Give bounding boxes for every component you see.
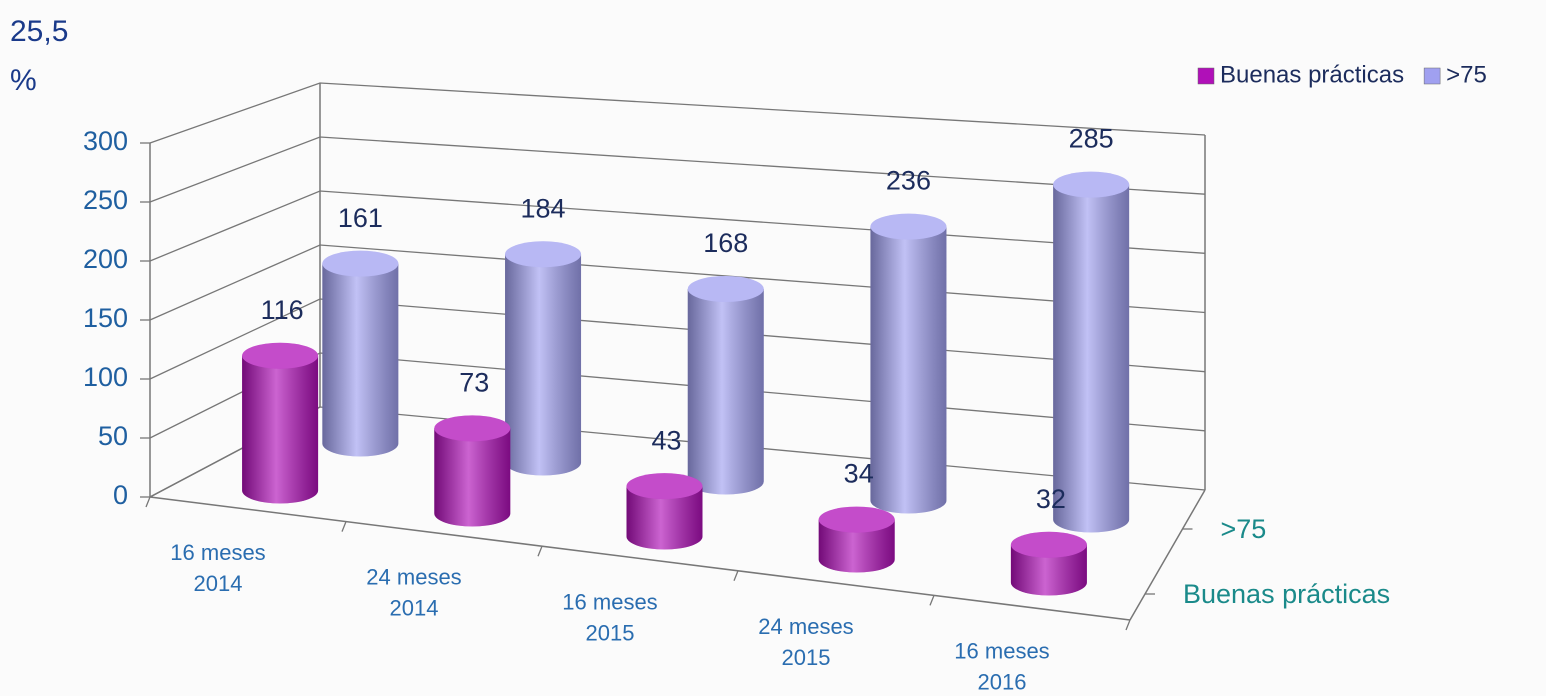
legend-label: >75 [1446,61,1487,88]
cylinder [1011,532,1087,596]
value-label: 43 [651,425,681,455]
bar-shade [870,227,946,514]
bar-top-shade [505,241,581,267]
cylinder [505,241,581,475]
y-tick-label: 300 [83,126,128,156]
bar-shade [242,356,318,504]
corner-label: 25,5 [10,15,68,48]
bar-top-shade [819,507,895,533]
value-label: 168 [703,228,748,258]
x-tick-label: 16 meses [170,540,265,565]
depth-label: Buenas prácticas [1183,579,1390,609]
bar-shade [688,289,764,495]
value-label: 161 [338,203,383,233]
x-tick-label: 16 meses [562,589,657,614]
y-tick-label: 100 [83,362,128,392]
legend-swatch [1424,68,1440,84]
value-label: 116 [261,295,304,325]
cylinder [434,415,510,526]
bar-shade [1053,185,1129,533]
bar-shade [434,428,510,526]
value-label: 32 [1036,484,1066,514]
cylinder [819,507,895,573]
x-tick-label: 2015 [782,645,831,670]
bar-top-shade [1011,532,1087,558]
bar-shade [505,254,581,475]
chart: 25,5 % 0 50 100 150 200 250 300 16 meses 2014 24 … [0,0,1546,696]
cylinder [870,214,946,514]
y-tick-label: 250 [83,185,128,215]
cylinder [627,473,703,549]
value-label: 236 [886,166,931,196]
x-tick-label: 16 meses [954,639,1049,664]
bar-top-shade [1053,172,1129,198]
legend-swatch [1198,68,1214,84]
bar-top-shade [627,473,703,499]
y-tick-label: 150 [83,303,128,333]
corner-label: % [10,64,37,97]
x-tick-label: 24 meses [366,565,461,590]
bar-top-shade [870,214,946,240]
x-tick-label: 24 meses [758,614,853,639]
x-tick-label: 2015 [586,620,635,645]
legend-label: Buenas prácticas [1220,61,1404,88]
value-label: 73 [459,367,489,397]
cylinder [242,343,318,504]
bar-top-shade [688,276,764,302]
y-tick-label: 50 [98,421,128,451]
cylinder [688,276,764,495]
x-tick-label: 2016 [978,670,1027,695]
x-tick-label: 2014 [390,596,439,621]
bar-top-shade [322,251,398,277]
cylinder [1053,172,1129,533]
y-tick-label: 0 [113,480,128,510]
x-tick-label: 2014 [194,571,243,596]
value-label: 34 [844,459,874,489]
value-label: 184 [521,193,566,223]
depth-label: >75 [1221,514,1267,544]
value-label: 285 [1069,124,1114,154]
bar-top-shade [242,343,318,369]
y-tick-label: 200 [83,244,128,274]
cylinder [322,251,398,457]
bar-top-shade [434,415,510,441]
bar-shade [322,264,398,457]
